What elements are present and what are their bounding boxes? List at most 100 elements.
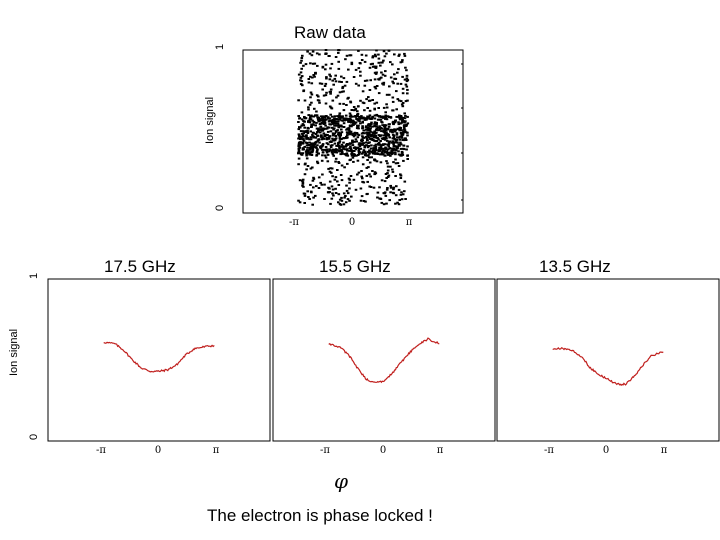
raw-data-point [342,109,346,112]
raw-data-point [378,115,381,118]
raw-data-point [368,109,372,112]
raw-data-point [378,77,382,80]
raw-data-point [303,99,307,102]
raw-data-point [338,147,341,150]
raw-data-point [383,125,386,127]
raw-data-point [335,96,338,99]
raw-data-point [337,143,340,146]
raw-data-point [309,167,313,170]
raw-data-point [368,124,372,127]
raw-data-point [365,98,368,101]
raw-data-point [349,130,353,133]
raw-data-point [358,120,361,123]
raw-data-point [310,154,314,156]
raw-data-point [302,192,306,195]
raw-data-point [400,117,403,119]
raw-data-point [406,99,409,102]
raw-data-point [326,126,330,129]
raw-data-point [332,128,335,131]
raw-data-point [385,160,388,163]
raw-data-point [308,146,312,149]
raw-data-point [399,82,403,85]
raw-data-point [397,153,401,156]
panel-1-xtick-zero: 0 [155,445,161,456]
raw-data-point [330,119,334,122]
raw-data-point [318,53,321,56]
raw-data-point [361,151,365,154]
raw-data-point [340,128,343,131]
raw-data-point [356,112,360,115]
raw-data-point [317,138,320,141]
raw-data-point [309,190,313,193]
raw-data-point [339,132,342,135]
raw-data-point [319,125,322,128]
raw-data-point [309,130,312,133]
raw-data-point [300,75,304,78]
raw-data-point [333,138,337,141]
raw-data-point [374,172,378,175]
raw-data-point [318,119,321,122]
raw-data-point [323,183,326,186]
raw-data-point [400,60,404,63]
raw-data-point [361,117,364,120]
raw-data-point [385,150,388,153]
raw-data-point [397,143,401,146]
raw-data-point [335,151,338,154]
raw-data-point [320,82,324,85]
raw-data-point [362,142,365,145]
raw-data-point [331,175,334,178]
raw-data-point [336,133,340,136]
raw-data-point [357,149,361,152]
raw-data-point [366,180,369,183]
raw-data-point [383,149,386,152]
raw-data-point [344,114,348,117]
raw-data-point [331,134,335,137]
panel-3-xtick-zero: 0 [603,445,609,456]
raw-data-point [303,163,307,166]
raw-data-point [307,81,311,84]
raw-data-point [350,154,354,157]
raw-data-point [316,162,320,165]
raw-data-point [311,203,314,206]
raw-data-point [404,137,407,140]
raw-data-point [342,192,346,195]
raw-data-point [329,202,332,205]
raw-data-point [366,146,370,149]
raw-data-point [392,192,396,195]
raw-data-point [342,141,345,144]
raw-data-point [330,171,333,174]
raw-data-point [392,161,395,164]
raw-data-point [312,115,315,118]
raw-data-point [351,134,355,137]
raw-data-point [397,165,401,167]
raw-data-point [373,147,377,150]
raw-data-point [315,151,319,154]
raw-data-point [308,119,311,122]
raw-data-point [348,133,352,136]
raw-data-point [306,132,310,134]
raw-data-point [367,145,371,147]
raw-data-point [310,82,314,85]
raw-data-point [361,156,365,159]
raw-data-point [346,154,350,157]
raw-data-point [307,114,310,117]
raw-data-point [352,135,356,138]
raw-data-point [368,149,371,152]
raw-data-point [387,145,390,148]
raw-data-point [314,133,318,135]
raw-data-point [327,150,331,153]
raw-data-point [400,103,404,106]
raw-data-point [370,156,373,159]
raw-data-point [322,94,326,97]
raw-data-point [299,135,302,138]
raw-data-point [337,120,340,123]
raw-data-point [333,117,336,120]
raw-data-point [314,114,317,117]
raw-data-point [406,158,409,160]
raw-frame [242,49,464,214]
raw-data-point [318,101,321,104]
raw-data-point [341,152,344,155]
raw-data-point [363,132,366,135]
raw-data-point [401,92,405,95]
raw-data-point [324,63,328,66]
